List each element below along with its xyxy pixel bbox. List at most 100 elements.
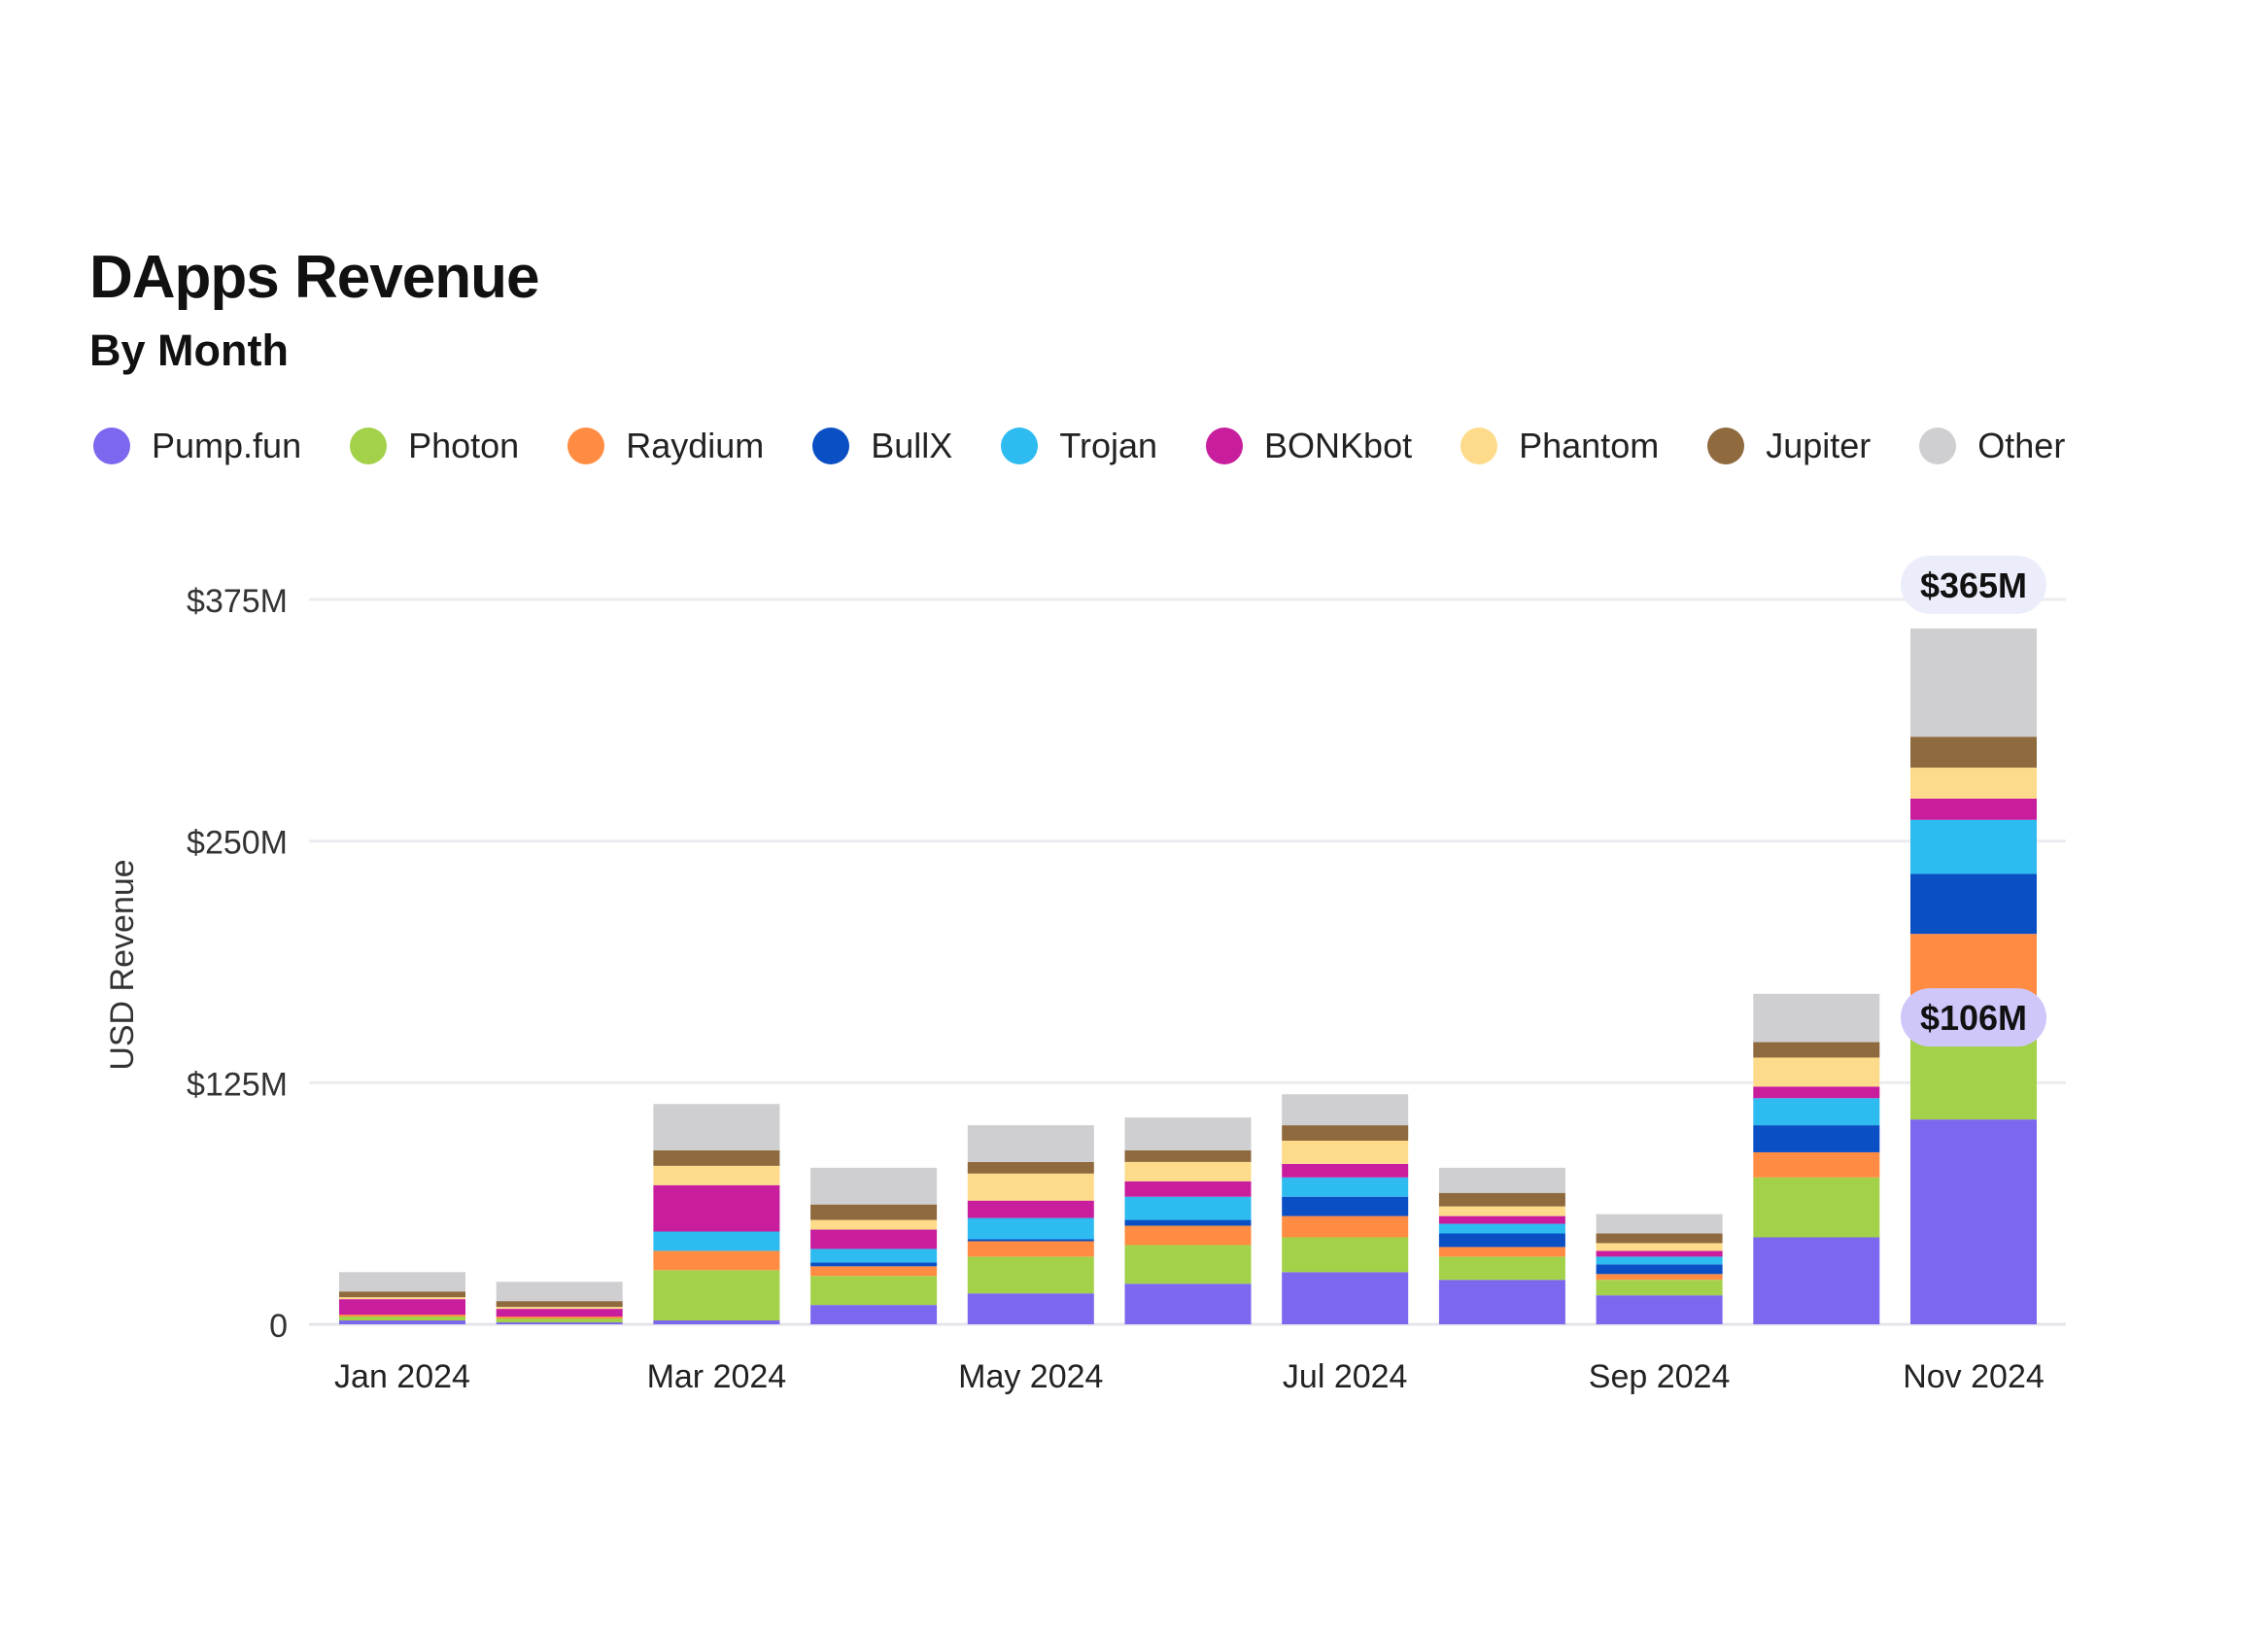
- bar-segment-raydium: [1438, 1247, 1565, 1257]
- bar-segment-pump-fun: [1596, 1295, 1723, 1324]
- bar-segment-photon: [1438, 1256, 1565, 1281]
- legend-item-bonkbot: BONKbot: [1206, 426, 1412, 466]
- bar-segment-jupiter: [1282, 1125, 1409, 1142]
- bar-segment-jupiter: [339, 1291, 465, 1298]
- bar-segment-phantom: [810, 1219, 938, 1230]
- x-tick-label: Jul 2024: [1283, 1358, 1408, 1395]
- bar-segment-bonkbot: [496, 1309, 623, 1318]
- bar-segment-bullx: [1124, 1219, 1252, 1226]
- bar-segment-trojan: [1753, 1098, 1880, 1126]
- legend-item-phantom: Phantom: [1460, 426, 1659, 466]
- bar-segment-photon: [1596, 1280, 1723, 1296]
- bar-segment-jupiter: [496, 1301, 623, 1308]
- legend-item-other: Other: [1919, 426, 2065, 466]
- x-tick-label: Nov 2024: [1903, 1358, 2045, 1395]
- bar-segment-trojan: [1124, 1196, 1252, 1220]
- legend-label: BullX: [871, 426, 953, 465]
- legend-swatch: [1919, 428, 1957, 464]
- legend-label: Other: [1977, 426, 2066, 465]
- bar-segment-other: [1438, 1167, 1565, 1193]
- x-tick-label: Sep 2024: [1589, 1358, 1731, 1395]
- bar-segment-bonkbot: [810, 1229, 938, 1249]
- legend-label: BONKbot: [1264, 426, 1413, 465]
- bar-segment-other: [496, 1282, 623, 1302]
- y-tick-label: $250M: [187, 825, 288, 862]
- bar-segment-phantom: [1124, 1161, 1252, 1181]
- legend-swatch: [350, 428, 388, 464]
- bar-segment-pump-fun: [1282, 1272, 1409, 1324]
- bar-segment-trojan: [810, 1249, 938, 1263]
- bar-segment-raydium: [653, 1250, 780, 1271]
- bar-segment-raydium: [1910, 934, 2037, 996]
- bar-segment-phantom: [1282, 1141, 1409, 1164]
- bar-segment-other: [1596, 1214, 1723, 1234]
- bar-segment-jupiter: [967, 1161, 1094, 1174]
- bar-segment-jupiter: [810, 1204, 938, 1220]
- bar-segment-pump-fun: [339, 1320, 465, 1324]
- bar-segment-phantom: [967, 1173, 1094, 1201]
- bar-segment-jupiter: [1910, 736, 2037, 769]
- bar-segment-raydium: [1282, 1215, 1409, 1238]
- bar-segment-photon: [810, 1276, 938, 1306]
- annotation-pill: [1901, 555, 2046, 614]
- bar-segment-trojan: [653, 1231, 780, 1251]
- bar-segment-jupiter: [1124, 1149, 1252, 1162]
- bar-segment-jupiter: [1596, 1233, 1723, 1244]
- bar-segment-phantom: [1753, 1057, 1880, 1087]
- bar-segment-photon: [1753, 1177, 1880, 1238]
- bar-segment-raydium: [1596, 1274, 1723, 1281]
- bar-segment-pump-fun: [967, 1293, 1094, 1324]
- bar-segment-bullx: [1753, 1125, 1880, 1152]
- x-tick-label: Mar 2024: [647, 1358, 787, 1395]
- bar-segment-trojan: [1438, 1223, 1565, 1234]
- bar-segment-bonkbot: [1282, 1163, 1409, 1178]
- bar-segment-raydium: [967, 1241, 1094, 1257]
- bar-segment-bullx: [967, 1239, 1094, 1242]
- bar-segment-pump-fun: [810, 1305, 938, 1324]
- bar-segment-other: [810, 1167, 938, 1205]
- bar-segment-other: [967, 1125, 1094, 1162]
- bar-segment-raydium: [339, 1315, 465, 1318]
- y-axis-title: USD Revenue: [104, 859, 141, 1070]
- bar-segment-photon: [339, 1317, 465, 1321]
- bar-segment-phantom: [339, 1297, 465, 1300]
- bar-segment-photon: [1124, 1245, 1252, 1284]
- bar-segment-photon: [967, 1256, 1094, 1294]
- y-tick-label: $125M: [187, 1066, 288, 1103]
- bar-segment-bullx: [1438, 1233, 1565, 1248]
- x-tick-label: May 2024: [958, 1358, 1103, 1395]
- bar-segment-bonkbot: [967, 1200, 1094, 1218]
- bar-segment-pump-fun: [1753, 1237, 1880, 1324]
- bar-segment-jupiter: [653, 1149, 780, 1166]
- bar-segment-trojan: [1596, 1256, 1723, 1265]
- bar-segment-bonkbot: [339, 1299, 465, 1316]
- y-tick-label: 0: [269, 1308, 288, 1345]
- legend-swatch: [1206, 428, 1244, 464]
- legend-swatch: [93, 428, 130, 464]
- legend-item-pump-fun: Pump.fun: [93, 426, 301, 466]
- bar-segment-pump-fun: [1910, 1119, 2037, 1324]
- bar-segment-photon: [496, 1318, 623, 1323]
- legend-item-photon: Photon: [350, 426, 519, 466]
- x-tick-label: Jan 2024: [334, 1358, 470, 1395]
- legend-label: Phantom: [1519, 426, 1660, 465]
- y-tick-label: $375M: [187, 583, 288, 620]
- bar-segment-pump-fun: [1124, 1284, 1252, 1324]
- bar-segment-photon: [653, 1270, 780, 1321]
- bar-segment-bonkbot: [653, 1184, 780, 1232]
- bar-segment-phantom: [1596, 1243, 1723, 1251]
- legend-label: Pump.fun: [152, 426, 302, 465]
- legend-swatch: [567, 428, 605, 464]
- bar-segment-other: [1124, 1117, 1252, 1150]
- bar-segment-phantom: [496, 1307, 623, 1310]
- annotation-pill: [1901, 988, 2046, 1047]
- bar-segment-raydium: [1124, 1225, 1252, 1246]
- chart-title: DApps Revenue: [89, 244, 539, 311]
- bar-segment-phantom: [653, 1165, 780, 1185]
- bar-segment-raydium: [810, 1266, 938, 1277]
- legend-item-raydium: Raydium: [567, 426, 764, 466]
- bar-segment-other: [653, 1104, 780, 1150]
- legend-label: Raydium: [626, 426, 765, 465]
- bar-segment-pump-fun: [1438, 1280, 1565, 1324]
- chart-legend: Pump.fun Photon Raydium BullX Trojan BONKbot P…: [93, 426, 2065, 466]
